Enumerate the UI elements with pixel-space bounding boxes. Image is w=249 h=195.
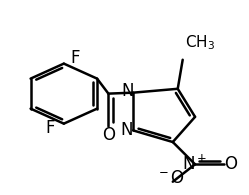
Text: CH$_3$: CH$_3$	[185, 33, 215, 52]
Text: F: F	[70, 49, 80, 67]
Text: N: N	[121, 121, 133, 139]
Text: O: O	[102, 126, 115, 144]
Text: N: N	[122, 82, 134, 100]
Text: N$^+$: N$^+$	[182, 155, 208, 174]
Text: O: O	[224, 155, 238, 173]
Text: $^-$O: $^-$O	[156, 169, 185, 187]
Text: F: F	[46, 119, 55, 136]
